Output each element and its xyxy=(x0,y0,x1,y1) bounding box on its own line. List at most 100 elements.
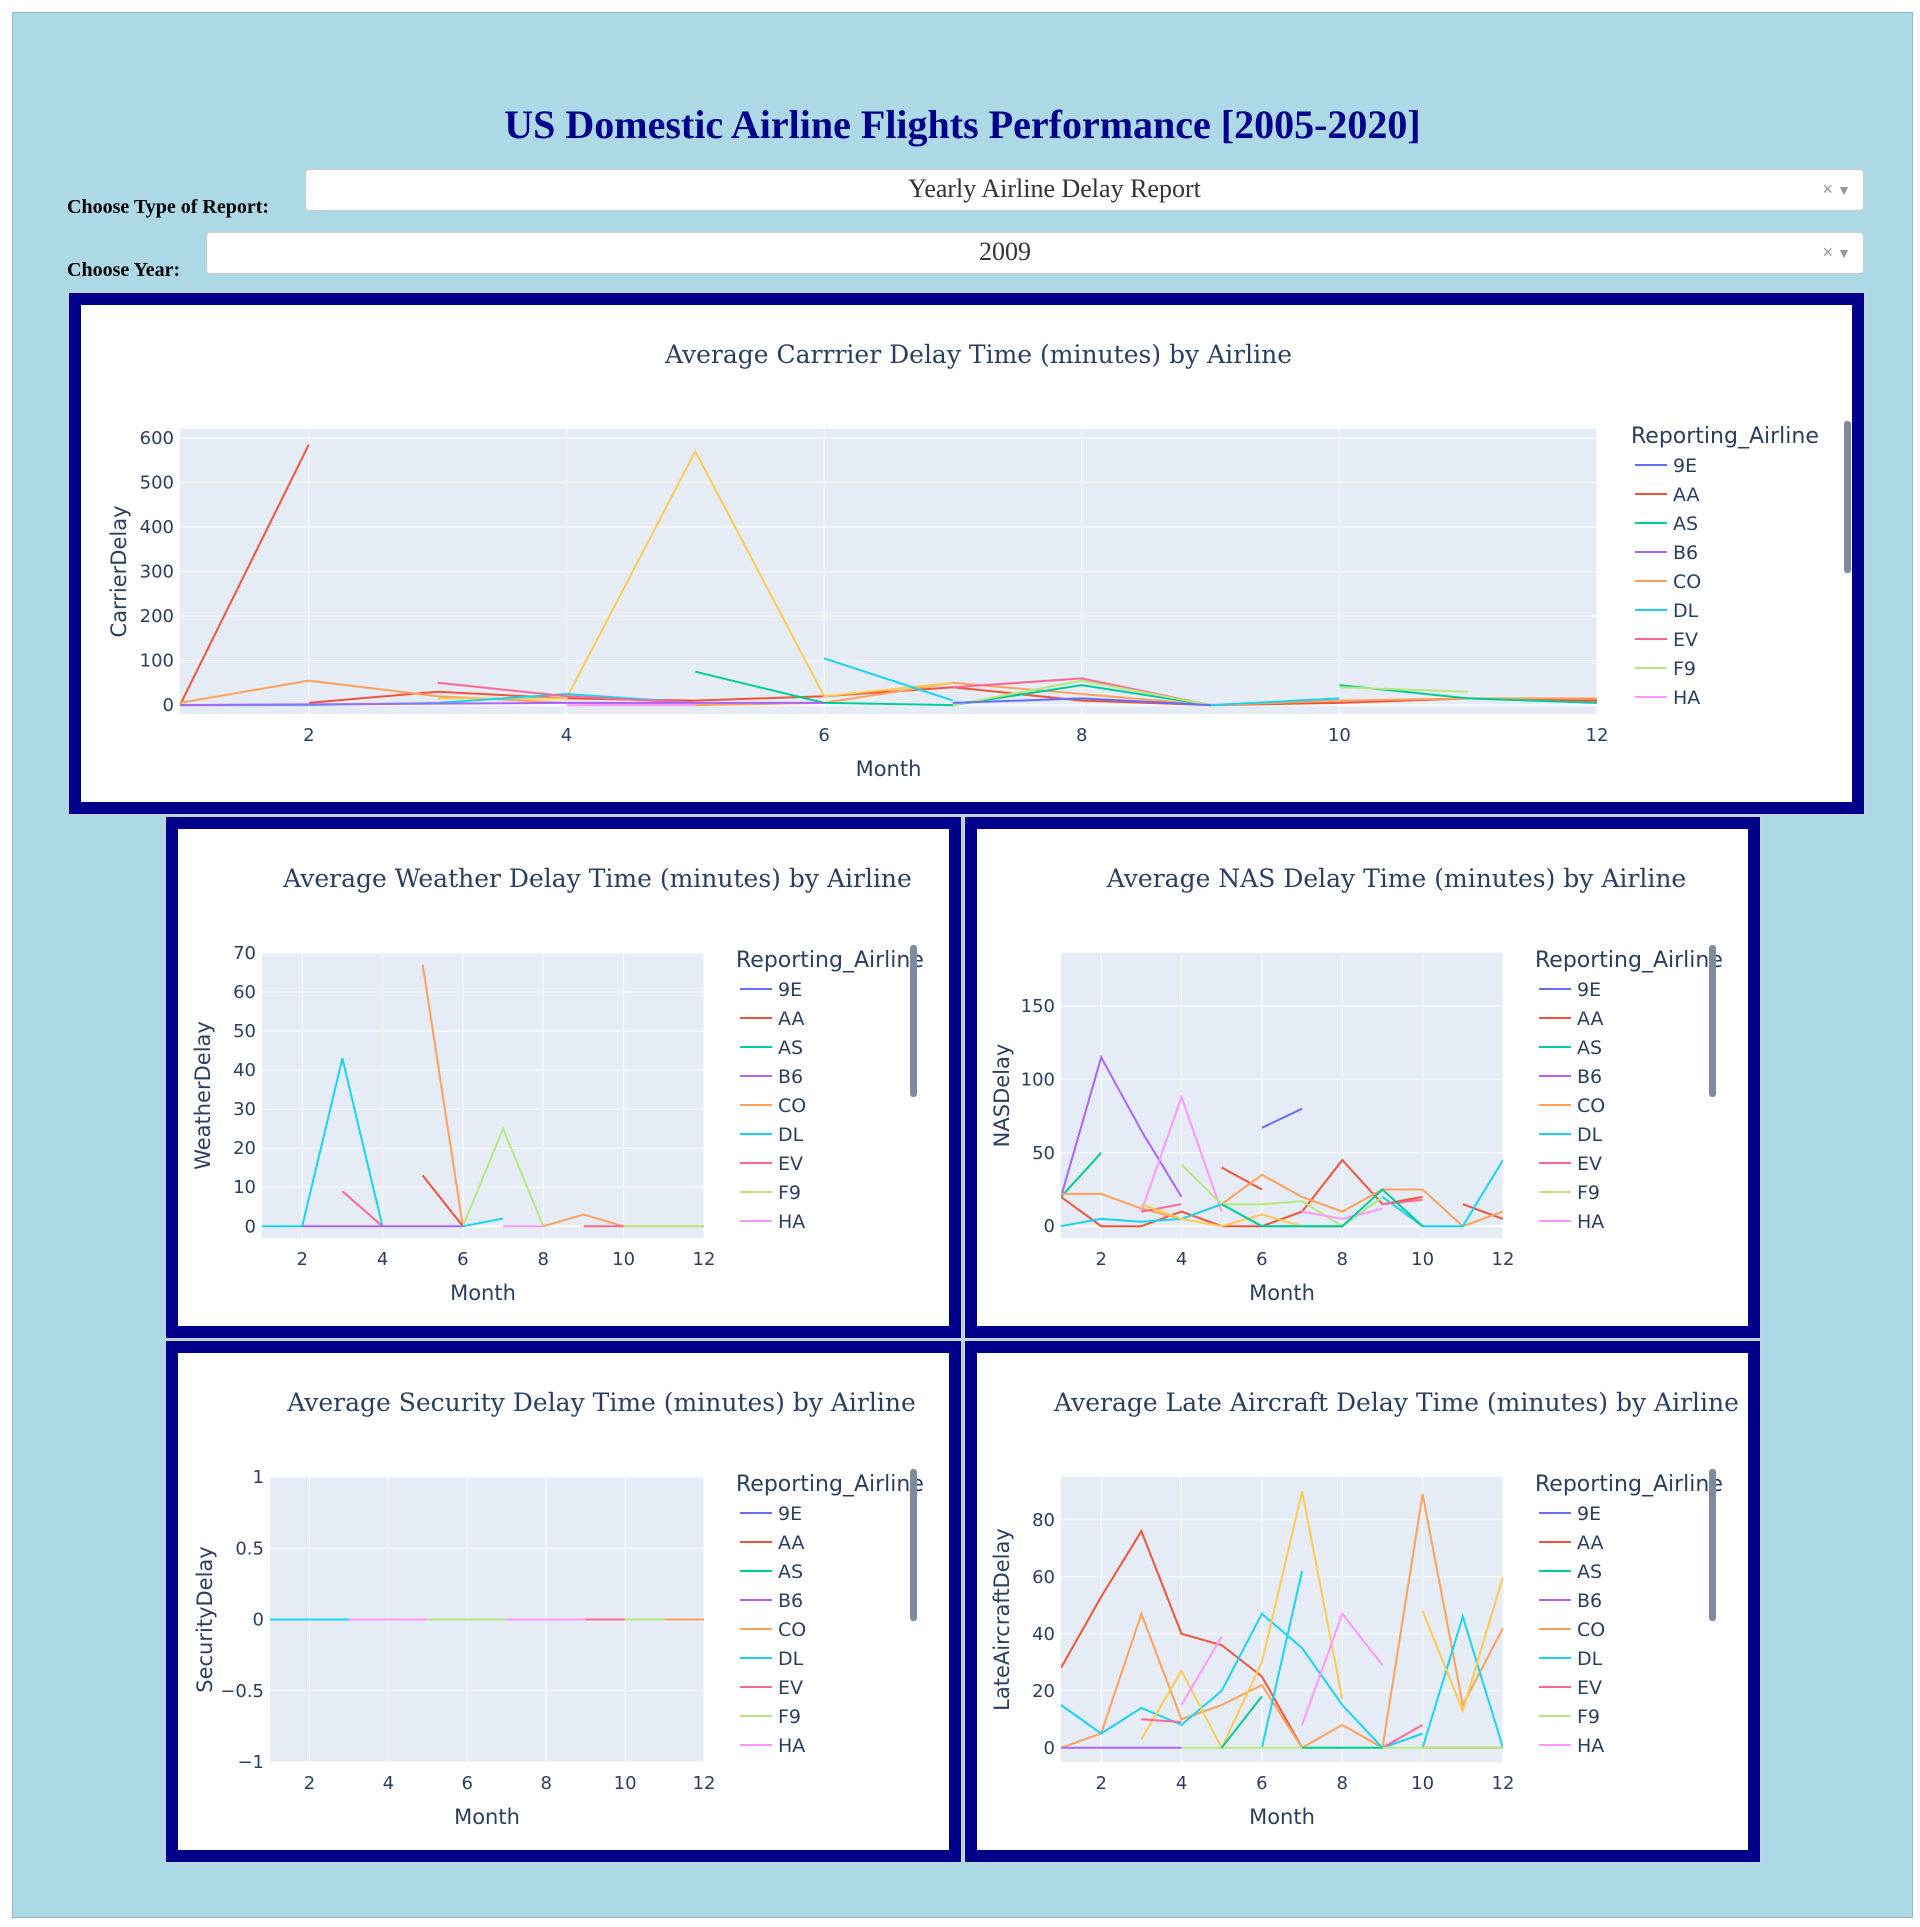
legend-item-dl[interactable]: DL xyxy=(1577,1124,1603,1146)
series-line-ha[interactable] xyxy=(1301,1207,1383,1220)
legend-scrollbar[interactable] xyxy=(1709,945,1716,1097)
series-line-ev[interactable] xyxy=(437,681,696,704)
clear-icon[interactable]: × xyxy=(1822,179,1833,199)
legend-scrollbar[interactable] xyxy=(910,945,917,1097)
series-line-dl[interactable] xyxy=(1061,1612,1423,1749)
series-line-dl[interactable] xyxy=(1421,1613,1503,1749)
legend-item-aa[interactable]: AA xyxy=(778,1532,805,1554)
legend-item-9e[interactable]: 9E xyxy=(1577,979,1601,1001)
legend-item-f9[interactable]: F9 xyxy=(1577,1706,1600,1728)
legend-scrollbar[interactable] xyxy=(1709,1469,1716,1621)
legend-item-co[interactable]: CO xyxy=(778,1095,806,1117)
legend-item-ha[interactable]: HA xyxy=(1577,1211,1604,1233)
legend-scrollbar[interactable] xyxy=(910,1469,917,1621)
legend-item-ha[interactable]: HA xyxy=(778,1735,805,1757)
report-type-dropdown[interactable]: Yearly Airline Delay Report × ▼ xyxy=(305,169,1864,211)
x-tick-label: 2 xyxy=(296,1249,307,1270)
legend-item-aa[interactable]: AA xyxy=(778,1008,805,1030)
series-line-dl[interactable] xyxy=(262,1058,384,1228)
legend-item-dl[interactable]: DL xyxy=(778,1124,804,1146)
legend-item-dl[interactable]: DL xyxy=(1673,600,1699,622)
legend-item-aa[interactable]: AA xyxy=(1673,484,1700,506)
legend-item-ev[interactable]: EV xyxy=(1577,1153,1602,1175)
series-line-aa[interactable] xyxy=(421,1174,464,1227)
series-line-ev[interactable] xyxy=(1141,1718,1182,1724)
legend-item-as[interactable]: AS xyxy=(1577,1037,1602,1059)
series-line-ha[interactable] xyxy=(1180,1636,1223,1706)
legend-item-as[interactable]: AS xyxy=(778,1037,803,1059)
legend-item-aa[interactable]: AA xyxy=(1577,1008,1604,1030)
legend-item-co[interactable]: CO xyxy=(1673,571,1701,593)
legend-item-ev[interactable]: EV xyxy=(778,1677,803,1699)
legend-item-f9[interactable]: F9 xyxy=(1673,658,1696,680)
legend-item-co[interactable]: CO xyxy=(778,1619,806,1641)
series-line-aa[interactable] xyxy=(180,444,310,706)
series-line-f9[interactable] xyxy=(461,1126,545,1227)
series-line-ev[interactable] xyxy=(1382,1198,1423,1206)
legend-item-b6[interactable]: B6 xyxy=(778,1590,803,1612)
chevron-down-icon[interactable]: ▼ xyxy=(1837,245,1851,261)
series-line-9e[interactable] xyxy=(1261,1107,1303,1129)
legend-item-b6[interactable]: B6 xyxy=(1577,1066,1602,1088)
series-line-dl[interactable] xyxy=(462,1217,504,1228)
legend-item-ha[interactable]: HA xyxy=(1577,1735,1604,1757)
plot-area[interactable] xyxy=(262,953,704,1238)
legend-item-ev[interactable]: EV xyxy=(1577,1677,1602,1699)
series-line-as[interactable] xyxy=(1220,1695,1263,1749)
legend-item-ev[interactable]: EV xyxy=(778,1153,803,1175)
legend-item-f9[interactable]: F9 xyxy=(778,1706,801,1728)
series-line-mq[interactable] xyxy=(437,449,954,700)
legend-item-co[interactable]: CO xyxy=(1577,1095,1605,1117)
legend-item-dl[interactable]: DL xyxy=(1577,1648,1603,1670)
series-line-ha[interactable] xyxy=(1140,1093,1223,1212)
series-line-f9[interactable] xyxy=(952,679,1211,707)
series-line-ev[interactable] xyxy=(1382,1724,1424,1749)
series-line-9e[interactable] xyxy=(952,697,1211,707)
y-tick-label: 0 xyxy=(245,1216,256,1237)
series-line-ha[interactable] xyxy=(1301,1611,1384,1726)
series-line-co[interactable] xyxy=(1061,1173,1503,1228)
series-line-dl[interactable] xyxy=(1210,697,1340,707)
legend-item-b6[interactable]: B6 xyxy=(778,1066,803,1088)
series-line-as[interactable] xyxy=(1061,1152,1102,1198)
year-dropdown[interactable]: 2009 × ▼ xyxy=(206,232,1864,274)
clear-icon[interactable]: × xyxy=(1822,242,1833,262)
series-line-f9[interactable] xyxy=(1339,686,1469,693)
legend-item-co[interactable]: CO xyxy=(1577,1619,1605,1641)
series-line-as[interactable] xyxy=(1221,1188,1424,1228)
series-line-ev[interactable] xyxy=(1141,1203,1182,1213)
legend-item-9e[interactable]: 9E xyxy=(1577,1503,1601,1525)
plot-area[interactable] xyxy=(1061,953,1503,1238)
legend-item-f9[interactable]: F9 xyxy=(1577,1182,1600,1204)
series-line-aa[interactable] xyxy=(1462,1203,1503,1220)
legend-scrollbar[interactable] xyxy=(1844,421,1851,573)
series-line-ev[interactable] xyxy=(341,1190,384,1228)
legend-item-dl[interactable]: DL xyxy=(778,1648,804,1670)
series-line-dl[interactable] xyxy=(1260,1570,1304,1749)
legend-item-aa[interactable]: AA xyxy=(1577,1532,1604,1554)
series-line-b6[interactable] xyxy=(1061,1054,1183,1198)
legend-item-ha[interactable]: HA xyxy=(1673,687,1700,709)
legend-item-f9[interactable]: F9 xyxy=(778,1182,801,1204)
series-line-aa[interactable] xyxy=(1061,1158,1423,1228)
legend-item-9e[interactable]: 9E xyxy=(1673,455,1697,477)
legend-item-as[interactable]: AS xyxy=(1673,513,1698,535)
series-line-b6[interactable] xyxy=(180,701,825,707)
series-line-co[interactable] xyxy=(421,964,464,1227)
series-line-co[interactable] xyxy=(180,679,1597,707)
legend-item-b6[interactable]: B6 xyxy=(1673,542,1698,564)
series-line-mq[interactable] xyxy=(1421,1576,1503,1714)
series-line-mq[interactable] xyxy=(1140,1491,1344,1751)
series-line-dl[interactable] xyxy=(823,657,954,702)
series-line-aa[interactable] xyxy=(1061,1528,1303,1749)
chevron-down-icon[interactable]: ▼ xyxy=(1837,182,1851,198)
series-line-co[interactable] xyxy=(1061,1493,1503,1750)
series-line-aa[interactable] xyxy=(1221,1166,1263,1191)
legend-item-as[interactable]: AS xyxy=(778,1561,803,1583)
legend-item-9e[interactable]: 9E xyxy=(778,979,802,1001)
legend-item-9e[interactable]: 9E xyxy=(778,1503,802,1525)
legend-item-b6[interactable]: B6 xyxy=(1577,1590,1602,1612)
legend-item-ev[interactable]: EV xyxy=(1673,629,1698,651)
legend-item-ha[interactable]: HA xyxy=(778,1211,805,1233)
legend-item-as[interactable]: AS xyxy=(1577,1561,1602,1583)
